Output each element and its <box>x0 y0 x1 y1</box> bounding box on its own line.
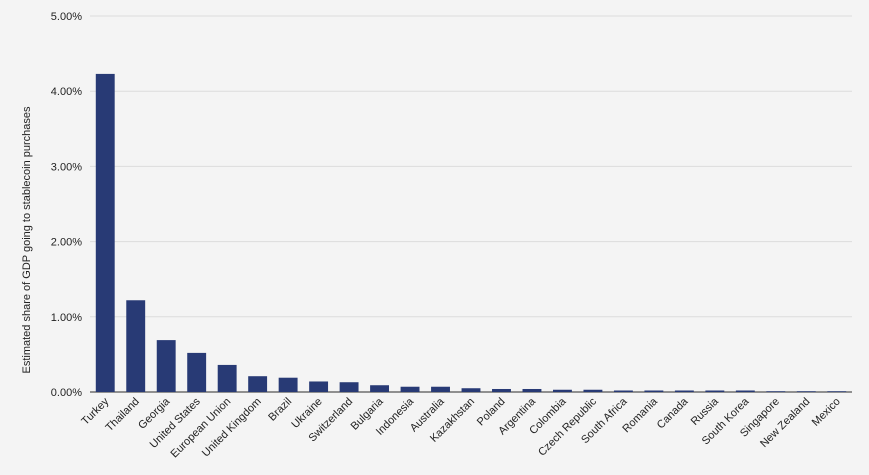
bar <box>827 391 847 392</box>
bar <box>522 388 542 392</box>
y-tick-label: 4.00% <box>51 86 82 98</box>
y-tick-label: 0.00% <box>51 387 82 399</box>
bar <box>278 377 298 392</box>
bar <box>461 388 481 392</box>
x-tick-label: Mexico <box>810 396 843 429</box>
bar <box>431 386 450 392</box>
bar <box>187 352 207 392</box>
bar <box>552 389 572 392</box>
y-tick-label: 5.00% <box>51 11 82 23</box>
bar <box>644 390 664 392</box>
x-tick-label: Brazil <box>266 396 294 424</box>
x-tick-label: Thailand <box>104 396 142 434</box>
gridlines <box>90 15 852 393</box>
bars <box>95 73 847 393</box>
bar <box>126 300 146 392</box>
bar <box>400 386 420 392</box>
bar <box>156 340 176 392</box>
y-tick-label: 2.00% <box>51 237 82 249</box>
y-axis-label: Estimated share of GDP going to stableco… <box>21 106 33 374</box>
x-tick-label: Canada <box>655 395 691 431</box>
y-axis-tick-labels: 0.00% 1.00% 2.00% 3.00% 4.00% 5.00% <box>51 11 82 399</box>
bar <box>613 390 633 392</box>
bar <box>370 385 390 392</box>
bar <box>309 381 329 392</box>
bar <box>583 389 603 392</box>
bar <box>492 388 511 392</box>
bar <box>217 364 237 392</box>
bar <box>339 382 359 392</box>
bar <box>248 376 268 392</box>
bar <box>705 390 725 392</box>
bar <box>796 391 816 392</box>
bar <box>766 391 786 392</box>
y-tick-label: 3.00% <box>51 161 82 173</box>
bar <box>674 390 694 392</box>
y-tick-label: 1.00% <box>51 312 82 324</box>
bar <box>735 390 755 392</box>
bar <box>95 73 115 393</box>
